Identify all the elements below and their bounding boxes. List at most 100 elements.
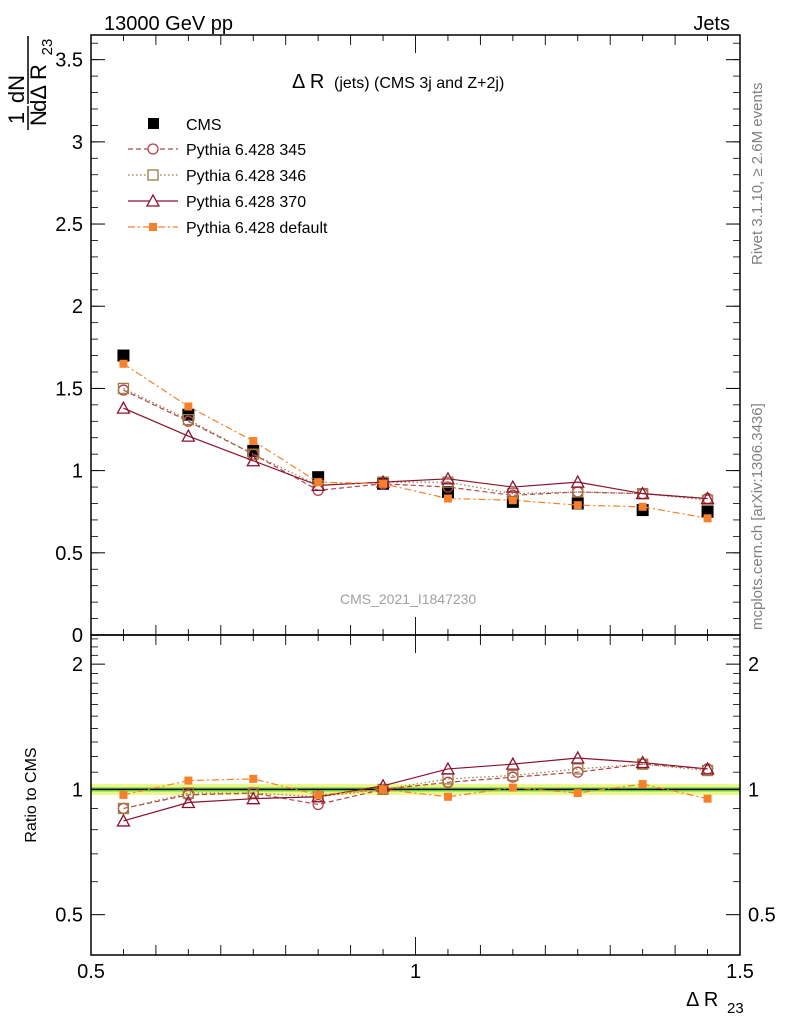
ylabel-num: dN	[4, 75, 29, 103]
legend-marker-p346	[147, 169, 159, 181]
ratio-line-pdef	[123, 778, 708, 800]
ratio-xtick-label: 1	[410, 961, 421, 983]
ratio-point-pdef	[314, 790, 323, 799]
ratio-ytick-label-right: 1	[748, 779, 759, 801]
legend-label-p370: Pythia 6.428 370	[186, 194, 306, 211]
ratio-point-p370	[246, 791, 261, 805]
ratio-yticks: 0.5 0.5 1 1 2 2	[55, 638, 776, 927]
ratio-point-p370	[505, 756, 520, 770]
main-point-p370	[440, 471, 456, 485]
main-point-p370	[181, 428, 196, 442]
ratio-point-p370	[440, 761, 456, 775]
ratio-point-pdef	[638, 780, 647, 789]
legend-marker-pdef	[149, 223, 157, 231]
ratio-point-p370	[700, 761, 715, 775]
main-point-pdef	[638, 502, 647, 511]
ratio-point-p345	[312, 798, 324, 811]
ratio-band	[91, 784, 740, 795]
main-point-p346	[182, 414, 195, 426]
main-line-pdef	[123, 363, 708, 519]
ratio-series-pdef	[119, 774, 712, 803]
ratio-ytick-label: 0.5	[55, 905, 83, 927]
main-ytick-label: 0	[72, 625, 83, 647]
legend-item-p346: Pythia 6.428 346	[128, 168, 306, 185]
ratio-point-p346	[637, 758, 649, 770]
ratio-point-p346	[182, 787, 195, 799]
ratio-point-pdef	[119, 790, 128, 799]
main-ytick-label: 2	[72, 296, 83, 318]
main-point-pdef	[249, 437, 258, 446]
main-series-pdef	[119, 359, 712, 523]
ylabel-frac-num: 1	[4, 112, 29, 124]
analysis-watermark: CMS_2021_I1847230	[340, 591, 476, 607]
ratio-point-p346	[117, 802, 130, 815]
legend-marker-cms	[148, 118, 159, 129]
ylabel-den: dΔ R	[26, 64, 51, 112]
main-point-p346	[247, 448, 259, 460]
ratio-point-pdef	[379, 785, 388, 794]
ratio-point-p346	[247, 787, 259, 799]
main-ylabel: 1 N dN dΔ R 23	[4, 36, 56, 130]
ratio-line-p345	[123, 763, 708, 810]
main-title: Δ R	[292, 71, 324, 93]
ratio-point-pdef	[703, 794, 712, 803]
ylabel-den-sub: 23	[39, 39, 56, 56]
ratio-point-p370	[570, 750, 585, 764]
ratio-point-p346	[507, 769, 519, 782]
header-right: Jets	[693, 13, 730, 35]
main-point-pdef	[184, 402, 193, 411]
main-line-p370	[123, 407, 708, 500]
main-point-pdef	[443, 494, 452, 503]
legend: CMS Pythia 6.428 345 Pythia 6.428 346 Py…	[128, 117, 328, 237]
main-series-cms	[117, 349, 714, 518]
ratio-xticks: 0.5 1 1.5	[77, 635, 754, 983]
ratio-point-p346	[701, 764, 714, 777]
mcplots-label: mcplots.cern.ch [arXiv:1306.3436]	[749, 403, 766, 630]
main-point-p370	[246, 453, 261, 467]
legend-item-p370: Pythia 6.428 370	[128, 193, 306, 211]
ylabel-frac-den: N	[26, 110, 51, 126]
ratio-xlabel: Δ R	[686, 989, 718, 1011]
main-line-p345	[123, 389, 708, 500]
ratio-xtick-label: 0.5	[77, 961, 105, 983]
legend-label-p345: Pythia 6.428 345	[186, 142, 306, 159]
main-point-cms	[247, 444, 260, 457]
ratio-xtick-label: 1.5	[726, 961, 754, 983]
ratio-point-p370	[635, 755, 650, 769]
legend-label-pdef: Pythia 6.428 default	[186, 220, 328, 237]
main-series-p346	[117, 382, 714, 506]
ratio-ytick-label: 2	[72, 654, 83, 676]
ratio-point-pdef	[184, 776, 193, 785]
legend-label-p346: Pythia 6.428 346	[186, 168, 306, 185]
ratio-point-p346	[572, 763, 584, 775]
ratio-frame	[90, 634, 741, 956]
main-series	[116, 349, 715, 523]
main-yticks: 0 0.5 1 1.5 2 2.5 3 3.5	[55, 42, 740, 647]
ratio-point-pdef	[573, 789, 582, 798]
main-ytick-label: 1.5	[55, 378, 83, 400]
main-series-p345	[117, 384, 714, 505]
ratio-point-p370	[116, 813, 131, 827]
main-point-p370	[505, 479, 520, 493]
main-point-pdef	[119, 359, 128, 368]
main-panel: Δ R (jets) (CMS 3j and Z+2j) CMS_2021_I1…	[4, 34, 741, 647]
main-ytick-label: 0.5	[55, 543, 83, 565]
main-point-p370	[700, 491, 715, 505]
main-title-sub: (jets) (CMS 3j and Z+2j)	[334, 75, 504, 92]
main-point-p370	[635, 486, 650, 500]
main-ytick-label: 1	[72, 461, 83, 483]
ratio-point-p370	[181, 795, 196, 809]
ratio-point-pdef	[508, 783, 517, 792]
main-series-p370	[116, 400, 715, 505]
ratio-ytick-label: 1	[72, 779, 83, 801]
legend-marker-p345	[147, 143, 159, 155]
ratio-point-pdef	[249, 774, 258, 783]
ratio-series-p346	[117, 758, 714, 815]
main-point-cms	[117, 349, 130, 362]
ratio-xlabel-sub: 23	[727, 1000, 744, 1017]
legend-marker-p370	[145, 193, 161, 207]
rivet-label: Rivet 3.1.10, ≥ 2.6M events	[749, 83, 766, 266]
ratio-series	[116, 750, 715, 827]
main-point-pdef	[379, 479, 388, 488]
